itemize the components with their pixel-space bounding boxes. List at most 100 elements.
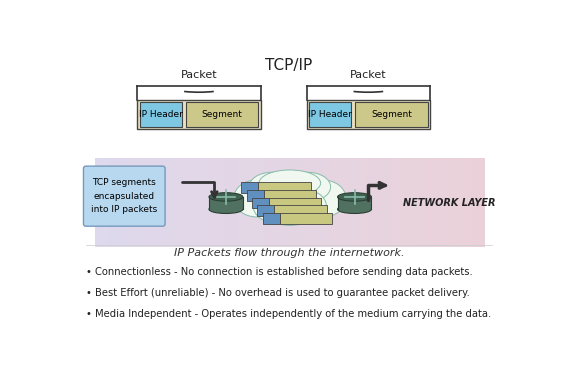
Bar <box>114 158 122 247</box>
Bar <box>102 158 109 247</box>
Bar <box>451 158 459 247</box>
Bar <box>218 158 226 247</box>
Ellipse shape <box>255 173 324 218</box>
Bar <box>252 198 269 208</box>
Bar <box>108 158 115 247</box>
Bar <box>338 197 372 209</box>
Ellipse shape <box>284 190 327 222</box>
Text: IP Packets flow through the internetwork.: IP Packets flow through the internetwork… <box>174 248 404 258</box>
Bar <box>205 158 213 247</box>
Bar <box>387 158 394 247</box>
Ellipse shape <box>209 205 243 213</box>
Bar <box>258 182 311 193</box>
Bar <box>224 158 232 247</box>
Bar <box>400 158 407 247</box>
Text: Segment: Segment <box>371 110 412 119</box>
Text: • Connectionless - No connection is established before sending data packets.: • Connectionless - No connection is esta… <box>86 267 473 277</box>
Bar <box>322 158 329 247</box>
Bar <box>244 158 252 247</box>
Ellipse shape <box>300 180 346 217</box>
FancyBboxPatch shape <box>83 166 165 226</box>
Bar <box>438 158 446 247</box>
Bar <box>413 158 420 247</box>
Ellipse shape <box>265 196 315 225</box>
Bar <box>275 205 327 216</box>
Bar <box>289 158 297 247</box>
Bar <box>138 100 261 129</box>
Bar <box>361 158 368 247</box>
Bar <box>283 158 290 247</box>
Text: NETWORK LAYER: NETWORK LAYER <box>403 198 495 208</box>
Bar <box>307 100 430 129</box>
Bar <box>173 158 180 247</box>
Bar <box>296 158 303 247</box>
Bar <box>263 213 280 224</box>
Bar <box>328 158 336 247</box>
Ellipse shape <box>338 205 372 213</box>
Bar <box>263 158 271 247</box>
Bar <box>276 158 284 247</box>
Bar <box>199 158 206 247</box>
Bar <box>147 158 154 247</box>
Bar <box>140 158 148 247</box>
Bar <box>153 158 161 247</box>
Bar <box>179 158 187 247</box>
Bar <box>458 158 465 247</box>
Bar <box>432 158 439 247</box>
Bar <box>263 190 316 201</box>
Ellipse shape <box>209 193 243 201</box>
Bar <box>269 198 321 208</box>
Bar <box>140 102 182 127</box>
Bar <box>355 102 428 127</box>
Ellipse shape <box>249 172 295 202</box>
Text: TCP segments
encapsulated
into IP packets: TCP segments encapsulated into IP packet… <box>91 178 157 214</box>
Bar <box>445 158 452 247</box>
Bar <box>393 158 400 247</box>
Bar <box>186 102 258 127</box>
Bar <box>471 158 478 247</box>
Bar <box>166 158 174 247</box>
Text: Segment: Segment <box>201 110 243 119</box>
Bar <box>367 158 374 247</box>
Bar <box>341 158 349 247</box>
Text: IP Header: IP Header <box>139 110 183 119</box>
Bar <box>406 158 413 247</box>
Bar <box>192 158 200 247</box>
Bar <box>127 158 135 247</box>
Bar <box>209 197 243 209</box>
Bar <box>257 158 265 247</box>
Bar <box>309 102 351 127</box>
Bar <box>280 213 332 224</box>
Ellipse shape <box>284 172 331 202</box>
Bar <box>186 158 193 247</box>
Bar <box>425 158 433 247</box>
Ellipse shape <box>253 190 296 222</box>
Text: Packet: Packet <box>180 70 217 80</box>
Bar <box>237 158 245 247</box>
Bar <box>335 158 342 247</box>
Bar <box>212 158 219 247</box>
Bar <box>95 158 102 247</box>
Text: IP Header: IP Header <box>309 110 352 119</box>
Bar <box>250 158 258 247</box>
Bar <box>374 158 381 247</box>
Bar <box>231 158 239 247</box>
Ellipse shape <box>338 193 372 201</box>
Bar <box>270 158 277 247</box>
Bar <box>419 158 426 247</box>
Bar <box>309 158 316 247</box>
Bar <box>302 158 310 247</box>
Bar <box>246 190 263 201</box>
Bar <box>134 158 141 247</box>
Bar <box>160 158 167 247</box>
Bar <box>477 158 484 247</box>
Bar <box>315 158 323 247</box>
Bar <box>121 158 128 247</box>
Ellipse shape <box>233 180 280 217</box>
Bar <box>380 158 387 247</box>
Text: • Media Independent - Operates independently of the medium carrying the data.: • Media Independent - Operates independe… <box>86 309 491 319</box>
Bar <box>241 182 258 193</box>
Bar <box>464 158 472 247</box>
Ellipse shape <box>259 170 320 196</box>
Bar <box>348 158 355 247</box>
